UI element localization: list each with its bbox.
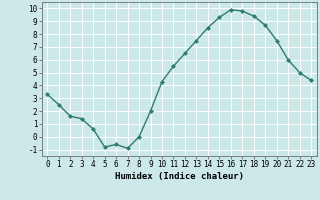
X-axis label: Humidex (Indice chaleur): Humidex (Indice chaleur) xyxy=(115,172,244,181)
